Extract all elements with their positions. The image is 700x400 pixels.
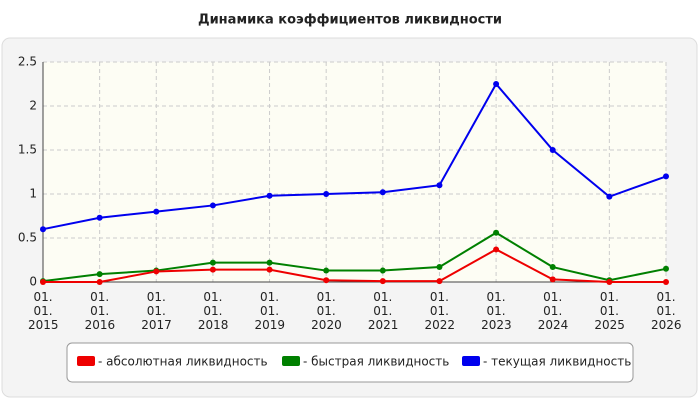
legend-label: - быстрая ликвидность [303, 355, 449, 369]
point [493, 81, 500, 87]
point [379, 278, 386, 285]
point [323, 191, 330, 197]
x-tick-label: 01. 01. 2020 [311, 290, 342, 332]
point [379, 189, 386, 196]
point [96, 271, 103, 278]
point [549, 276, 556, 283]
y-tick-label: 1 [29, 187, 37, 201]
point [209, 202, 216, 209]
point [323, 267, 330, 274]
point [96, 279, 103, 285]
x-tick-label: 01. 01. 2023 [481, 290, 512, 332]
point [663, 279, 669, 285]
point [209, 266, 216, 273]
point [493, 229, 500, 236]
point [40, 279, 46, 285]
point [266, 192, 273, 199]
point [379, 267, 386, 274]
y-tick-label: 0.5 [18, 231, 37, 245]
x-tick-label: 01. 01. 2024 [537, 290, 569, 332]
x-tick-label: 01. 01. 2017 [141, 290, 172, 332]
plot-area [43, 62, 666, 282]
series-line [42, 231, 667, 283]
point [40, 226, 46, 233]
y-tick-label: 1.5 [18, 143, 37, 157]
point [663, 173, 669, 180]
point [209, 259, 216, 266]
legend-swatch [282, 356, 300, 366]
x-tick-label: 01. 01. 2026 [651, 290, 682, 332]
y-tick-label: 2 [29, 99, 37, 113]
point [436, 182, 443, 189]
point [96, 214, 103, 221]
x-tick-label: 01. 01. 2022 [424, 290, 455, 332]
point [266, 266, 273, 273]
y-tick-label: 2.5 [18, 55, 37, 69]
point [153, 208, 160, 215]
point [153, 268, 160, 275]
point [549, 147, 556, 153]
legend-swatch [77, 356, 95, 366]
point [436, 278, 443, 285]
chart-title: Динамика коэффициентов ликвидности [198, 13, 502, 28]
x-tick-label: 01. 01. 2021 [367, 290, 399, 332]
point [663, 265, 669, 272]
x-tick-label: 01. 01. 2015 [28, 290, 59, 332]
x-tick-label: 01. 01. 2019 [254, 290, 286, 332]
legend [66, 342, 634, 383]
x-tick-label: 01. 01. 2016 [84, 290, 116, 332]
x-tick-label: 01. 01. 2018 [197, 290, 229, 332]
x-tick-label: 01. 01. 2025 [594, 290, 625, 332]
point [323, 277, 330, 284]
legend-label: - текущая ликвидность [483, 355, 631, 369]
point [493, 246, 500, 253]
series-line [43, 248, 666, 283]
point [436, 264, 443, 271]
point [606, 279, 613, 285]
point [549, 264, 556, 271]
point [606, 193, 613, 200]
legend-swatch [462, 356, 480, 366]
y-tick-label: 0 [29, 275, 37, 289]
point [266, 259, 273, 266]
legend-label: - абсолютная ликвидность [98, 355, 268, 369]
series-line [42, 82, 667, 231]
